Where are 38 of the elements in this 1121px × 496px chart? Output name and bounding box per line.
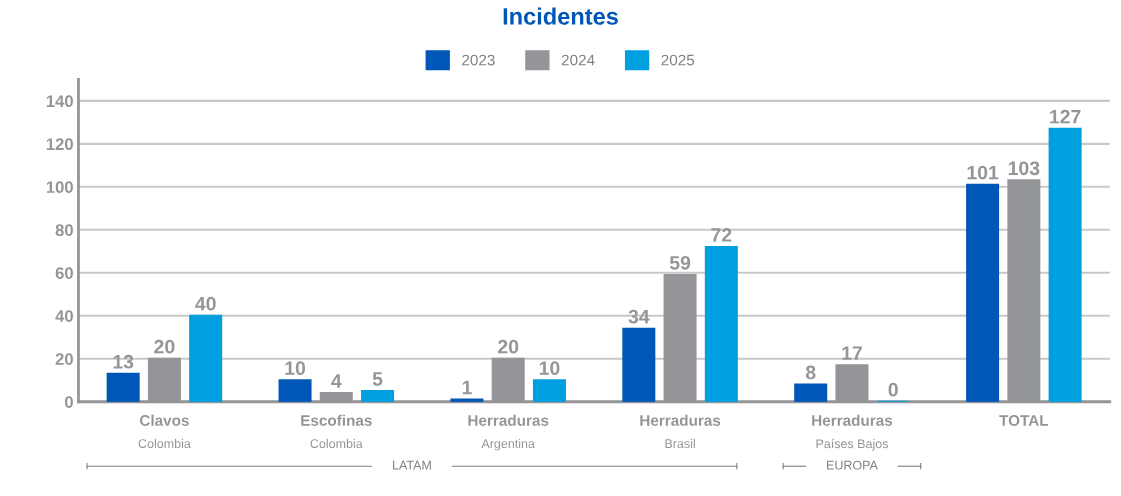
- data-label: 4: [331, 374, 342, 388]
- data-label: 127: [1050, 109, 1081, 124]
- text: EUROPA: [827, 460, 878, 470]
- data-label: 101: [967, 165, 999, 180]
- x-tick-label: TOTAL: [999, 415, 1049, 426]
- x-tick-label: Clavos Colombia: [138, 414, 191, 449]
- data-label: 10: [285, 361, 306, 376]
- data-label: 40: [195, 296, 216, 311]
- x-tick-label: Escofinas Colombia: [301, 414, 372, 449]
- y-tick-label: 40: [55, 310, 73, 322]
- data-label: 10: [539, 361, 560, 376]
- text: LATAM: [393, 460, 431, 470]
- chart-title: Incidentes: [503, 7, 618, 25]
- y-tick-label: 60: [55, 267, 73, 279]
- y-tick-label: 140: [46, 95, 73, 108]
- data-label: 0: [888, 382, 898, 397]
- y-tick-label: 20: [55, 353, 73, 365]
- data-label: 72: [711, 228, 732, 242]
- legend-label: 2024: [561, 54, 595, 66]
- y-tick-label: 100: [46, 181, 73, 194]
- x-tick-label: Herraduras Países Bajos: [812, 414, 893, 451]
- y-tick-label: 0: [65, 396, 73, 408]
- x-tick-label: Herraduras Argentina: [468, 414, 549, 451]
- legend-label: 2023: [462, 54, 495, 66]
- data-label: 20: [498, 339, 519, 354]
- data-label: 103: [1008, 161, 1040, 176]
- legend-label: 2025: [661, 54, 695, 66]
- data-label: 59: [669, 255, 691, 270]
- y-tick-label: 120: [46, 138, 73, 151]
- y-tick-label: 80: [55, 224, 73, 237]
- data-label: 13: [113, 354, 134, 369]
- data-label: 34: [628, 309, 650, 324]
- x-tick-label: Herraduras Brasil: [640, 414, 721, 449]
- data-label: 5: [372, 372, 383, 386]
- data-label: 8: [805, 365, 816, 380]
- data-label: 1: [462, 380, 472, 395]
- data-label: 20: [154, 339, 175, 354]
- data-label: 17: [842, 346, 862, 360]
